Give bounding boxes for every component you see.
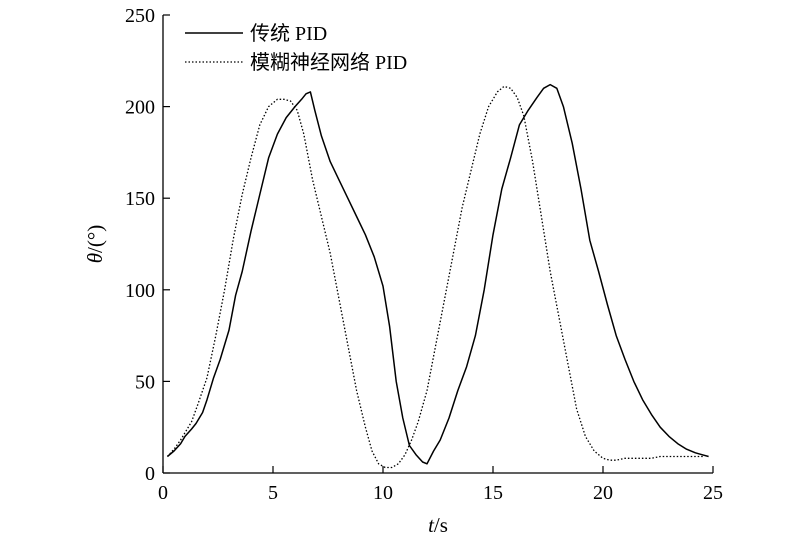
y-tick-label: 150	[125, 188, 155, 210]
y-axis-label: θ/(°)	[83, 225, 107, 264]
x-tick-label: 15	[483, 482, 503, 504]
series-line-traditional-pid	[166, 83, 709, 465]
y-tick-label: 250	[125, 5, 155, 27]
y-tick-label: 50	[135, 371, 155, 393]
legend-label-traditional-pid: 传统 PID	[250, 22, 327, 45]
y-axis-label-unit: /(°)	[83, 225, 107, 253]
x-tick-label: 25	[703, 482, 723, 504]
x-tick-label: 5	[268, 482, 278, 504]
x-tick-label: 20	[593, 482, 613, 504]
x-tick-label: 0	[158, 482, 168, 504]
legend: 传统 PID 模糊神经网络 PID	[185, 22, 407, 74]
x-axis-label-unit: /s	[434, 513, 448, 537]
series-layer	[166, 83, 709, 469]
legend-label-fuzzy-nn-pid: 模糊神经网络 PID	[250, 51, 407, 74]
y-tick-label: 100	[125, 280, 155, 302]
x-axis-label: t/s	[428, 513, 448, 537]
y-tick-label: 200	[125, 97, 155, 119]
y-tick-label: 0	[145, 463, 155, 485]
x-axis-label-var: t	[428, 513, 435, 537]
series-line-fuzzy-nn-pid	[166, 85, 705, 469]
x-tick-label: 10	[373, 482, 393, 504]
y-axis-label-var: θ	[83, 253, 107, 263]
